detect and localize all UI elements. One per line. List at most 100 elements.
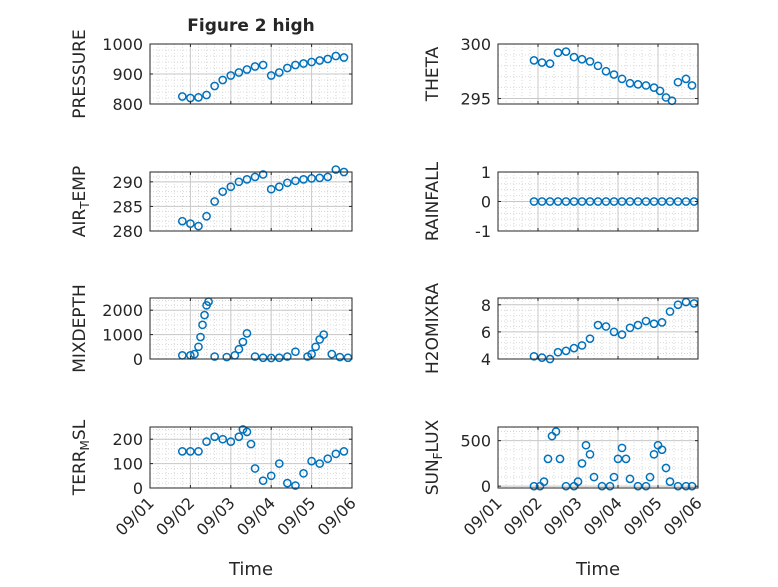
data-point — [250, 352, 260, 361]
subplot-h2omixra: 4 6 8 H2OMIXRA — [423, 283, 699, 374]
subplot-air-temp: 280 285 290 AIRTEMP — [70, 165, 353, 241]
data-point — [258, 353, 268, 363]
data-point — [593, 61, 603, 71]
y-tick-label: 200 — [112, 430, 143, 449]
data-point — [194, 93, 203, 102]
data-point — [258, 60, 268, 70]
data-point — [339, 53, 349, 62]
y-tick-label: 285 — [112, 197, 143, 216]
data-point — [569, 197, 579, 206]
y-tick-label: 800 — [112, 95, 143, 114]
x-tick-label: 09/02 — [500, 493, 546, 539]
data-point — [242, 427, 252, 437]
data-point — [327, 349, 337, 359]
data-point — [625, 78, 635, 88]
data-point — [593, 320, 603, 330]
data-point — [555, 454, 565, 464]
x-tick-label: 09/04 — [233, 493, 279, 539]
data-point — [529, 56, 539, 65]
data-point — [226, 437, 236, 446]
data-point — [274, 459, 284, 468]
data-point — [561, 481, 571, 491]
data-point — [553, 347, 563, 357]
data-point — [593, 197, 603, 206]
y-tick-label: 500 — [460, 432, 491, 451]
data-point — [323, 454, 333, 464]
data-point — [589, 472, 599, 482]
data-point — [218, 75, 228, 85]
data-point — [194, 447, 203, 456]
y-axis-label: THETA — [423, 46, 443, 102]
data-point — [331, 51, 341, 61]
x-tick-label: 09/06 — [314, 493, 360, 539]
data-point — [266, 71, 276, 80]
data-point — [307, 456, 316, 466]
data-point — [242, 65, 252, 74]
data-point — [655, 86, 665, 96]
data-point — [537, 197, 547, 206]
data-point — [315, 56, 325, 65]
axes-background — [150, 298, 352, 359]
x-tick-label: 09/05 — [620, 493, 666, 539]
y-tick-label: 6 — [481, 323, 491, 342]
data-point — [537, 58, 547, 67]
data-point — [633, 80, 643, 89]
data-point — [323, 172, 333, 182]
subplot-rainfall: -1 0 1 RAINFALL — [423, 161, 699, 241]
x-tick-label: 09/03 — [540, 493, 586, 539]
x-tick-label: 09/06 — [660, 493, 706, 539]
data-point — [649, 449, 659, 459]
data-point — [605, 481, 615, 491]
y-tick-label: 2000 — [102, 301, 143, 320]
data-point — [609, 327, 619, 337]
subplot-theta: 295 300 THETA — [423, 35, 699, 109]
data-point — [641, 316, 651, 326]
data-point — [545, 59, 555, 68]
data-point — [283, 478, 292, 488]
data-point — [250, 464, 260, 473]
data-point — [210, 352, 219, 361]
data-point — [649, 319, 659, 329]
data-point — [177, 216, 187, 226]
data-point — [577, 459, 587, 468]
data-point — [625, 474, 635, 484]
data-point — [645, 472, 655, 482]
data-point — [218, 434, 228, 444]
data-point — [250, 62, 260, 71]
data-point — [577, 54, 587, 64]
x-tick-label: 09/01 — [112, 493, 158, 539]
y-tick-label: 1000 — [102, 35, 143, 54]
data-point — [186, 219, 195, 228]
data-point — [315, 459, 325, 468]
y-tick-label: 4 — [481, 350, 491, 369]
data-point — [331, 449, 341, 459]
data-point — [186, 447, 195, 456]
y-axis-label: H2OMIXRA — [423, 283, 443, 374]
y-tick-label: 0 — [481, 193, 491, 212]
data-point — [617, 330, 627, 339]
axes-box — [497, 43, 699, 105]
data-point — [250, 172, 260, 182]
y-axis-label: RAINFALL — [423, 161, 443, 241]
data-point — [617, 443, 627, 453]
data-point — [299, 59, 308, 68]
x-axis-label: Time — [228, 559, 273, 580]
data-point — [311, 342, 320, 352]
data-point — [283, 178, 292, 188]
data-point — [673, 197, 683, 206]
data-point — [597, 481, 607, 491]
data-point — [665, 197, 675, 206]
x-tick-label: 09/04 — [580, 493, 626, 539]
data-point — [553, 197, 563, 206]
data-point — [543, 454, 553, 464]
y-axis-label: SUNFLUX — [423, 419, 445, 495]
data-point — [274, 182, 284, 192]
data-point — [665, 307, 675, 316]
data-point — [202, 211, 211, 221]
x-tick-label: 09/01 — [460, 493, 506, 539]
subplot-terr-msl: 0 100 200 TERRMSL 09/0109/0209/0309/0409/050… — [70, 419, 360, 580]
y-tick-label: -1 — [475, 222, 491, 241]
data-point — [681, 481, 691, 491]
data-point — [577, 197, 587, 206]
